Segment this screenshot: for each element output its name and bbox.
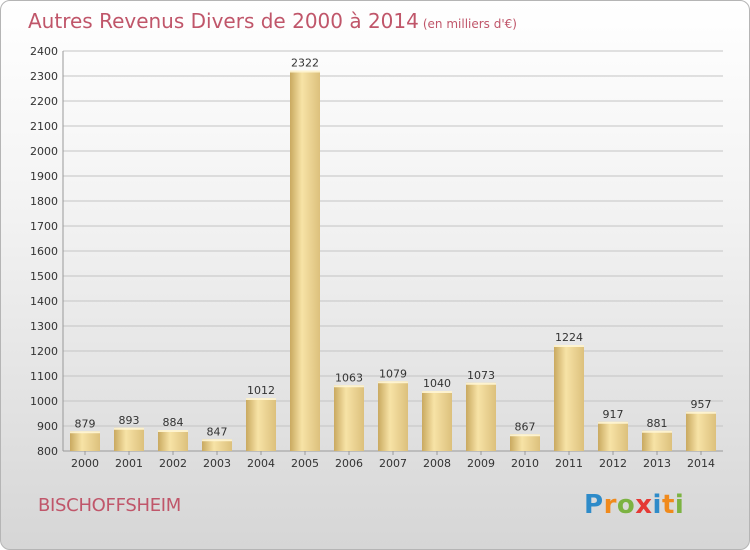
town-name: BISCHOFFSHEIM bbox=[38, 495, 182, 516]
data-label: 879 bbox=[75, 417, 96, 430]
data-label: 847 bbox=[207, 425, 228, 438]
x-tick-label: 2014 bbox=[687, 457, 715, 470]
bar bbox=[114, 427, 144, 451]
x-tick-label: 2010 bbox=[511, 457, 539, 470]
data-label: 1063 bbox=[335, 371, 363, 384]
bar bbox=[554, 345, 584, 451]
bar-highlight bbox=[290, 70, 320, 73]
y-tick-label: 1900 bbox=[30, 170, 58, 183]
data-label: 957 bbox=[691, 398, 712, 411]
chart-title-main: Autres Revenus Divers de 2000 à 2014 bbox=[28, 9, 419, 33]
y-tick-label: 1500 bbox=[30, 270, 58, 283]
x-tick-label: 2009 bbox=[467, 457, 495, 470]
data-label: 1040 bbox=[423, 377, 451, 390]
x-tick-label: 2005 bbox=[291, 457, 319, 470]
bar-highlight bbox=[158, 430, 188, 432]
bar-highlight bbox=[202, 439, 232, 442]
y-tick-label: 1600 bbox=[30, 245, 58, 258]
bar bbox=[378, 381, 408, 451]
bar bbox=[642, 430, 672, 451]
chart-title: Autres Revenus Divers de 2000 à 2014 (en … bbox=[28, 9, 517, 33]
data-label: 917 bbox=[603, 408, 624, 421]
x-tick-label: 2013 bbox=[643, 457, 671, 470]
logo-letter: i bbox=[652, 490, 662, 520]
y-tick-label: 2200 bbox=[30, 95, 58, 108]
bar-highlight bbox=[70, 431, 100, 434]
bar-highlight bbox=[510, 434, 540, 437]
x-tick-label: 2000 bbox=[71, 457, 99, 470]
y-tick-label: 900 bbox=[37, 420, 58, 433]
y-tick-label: 2000 bbox=[30, 145, 58, 158]
bar-highlight bbox=[686, 411, 716, 414]
bar bbox=[598, 421, 628, 451]
bar bbox=[334, 385, 364, 451]
bar-highlight bbox=[554, 345, 584, 347]
x-tick-label: 2002 bbox=[159, 457, 187, 470]
bar-highlight bbox=[642, 430, 672, 433]
y-tick-label: 1300 bbox=[30, 320, 58, 333]
bar bbox=[202, 439, 232, 451]
data-label: 1073 bbox=[467, 369, 495, 382]
data-label: 1012 bbox=[247, 384, 275, 397]
bar-highlight bbox=[598, 421, 628, 424]
x-tick-label: 2006 bbox=[335, 457, 363, 470]
x-tick-label: 2004 bbox=[247, 457, 275, 470]
bar bbox=[686, 411, 716, 451]
logo-letter: x bbox=[635, 490, 653, 520]
x-tick-label: 2001 bbox=[115, 457, 143, 470]
bar-highlight bbox=[246, 398, 276, 400]
bar bbox=[70, 431, 100, 451]
bar-highlight bbox=[422, 391, 452, 393]
data-label: 881 bbox=[647, 417, 668, 430]
y-tick-label: 1100 bbox=[30, 370, 58, 383]
label-layer: 800 900 1000 1100 1200 1300 1400 1500 1600 1700 18… bbox=[30, 45, 715, 470]
bar-highlight bbox=[466, 382, 496, 385]
logo-letter: i bbox=[674, 490, 685, 520]
logo-letter: o bbox=[616, 490, 636, 520]
bar-layer bbox=[70, 70, 716, 451]
y-tick-label: 1800 bbox=[30, 195, 58, 208]
y-tick-label: 2100 bbox=[30, 120, 58, 133]
logo-letter: P bbox=[584, 490, 604, 520]
x-tick-label: 2003 bbox=[203, 457, 231, 470]
y-tick-label: 2300 bbox=[30, 70, 58, 83]
data-label: 1224 bbox=[555, 331, 583, 344]
bar-highlight bbox=[334, 385, 364, 388]
bar-highlight bbox=[114, 427, 144, 430]
x-tick-label: 2012 bbox=[599, 457, 627, 470]
y-tick-label: 800 bbox=[37, 445, 58, 458]
bar bbox=[158, 430, 188, 451]
y-tick-label: 1200 bbox=[30, 345, 58, 358]
x-tick-label: 2008 bbox=[423, 457, 451, 470]
data-label: 884 bbox=[163, 416, 184, 429]
data-label: 2322 bbox=[291, 57, 319, 70]
bar bbox=[466, 382, 496, 451]
y-tick-label: 1000 bbox=[30, 395, 58, 408]
x-tick-label: 2007 bbox=[379, 457, 407, 470]
y-tick-label: 2400 bbox=[30, 45, 58, 58]
bar bbox=[246, 398, 276, 451]
chart-title-unit: (en milliers d'€) bbox=[422, 17, 517, 31]
proxiti-logo[interactable]: Proxiti bbox=[584, 490, 684, 520]
bar bbox=[510, 434, 540, 451]
data-label: 867 bbox=[515, 420, 536, 433]
bar bbox=[290, 70, 320, 451]
logo-letter: r bbox=[603, 490, 617, 520]
x-tick-label: 2011 bbox=[555, 457, 583, 470]
y-tick-label: 1400 bbox=[30, 295, 58, 308]
bar-highlight bbox=[378, 381, 408, 384]
logo-letter: t bbox=[661, 490, 675, 520]
data-label: 893 bbox=[119, 414, 140, 427]
bar bbox=[422, 391, 452, 451]
data-label: 1079 bbox=[379, 367, 407, 380]
y-tick-label: 1700 bbox=[30, 220, 58, 233]
